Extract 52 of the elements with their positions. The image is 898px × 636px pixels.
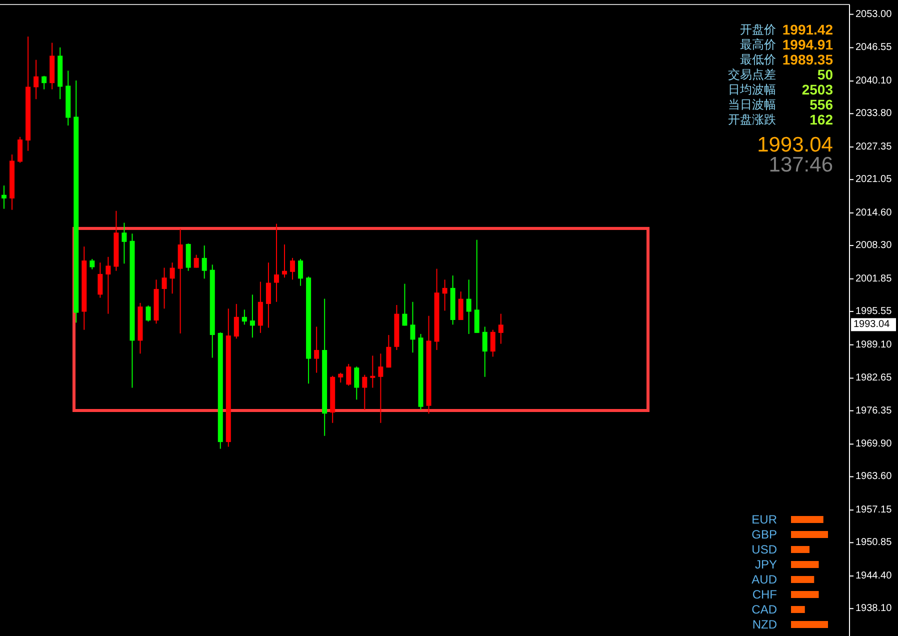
annotation: 1994.91: [782, 36, 834, 52]
y-tick-label: EUR: [752, 512, 778, 526]
y-tick-label: JPY: [754, 558, 777, 572]
annotation: 2503: [802, 82, 834, 98]
annotation: 1991.42: [782, 22, 834, 38]
y-tick-label: GBP: [752, 528, 777, 542]
y-tick-label: 2033.80: [856, 108, 892, 120]
annotation: 50: [817, 66, 834, 82]
y-tick-label: 1976.35: [856, 405, 892, 416]
y-tick-label: AUD: [752, 572, 778, 586]
bar: [791, 576, 814, 583]
annotation: 最低价: [740, 52, 776, 66]
annotation: 开盘涨跌: [728, 112, 776, 126]
annotation: 556: [810, 96, 834, 112]
y-tick-label: CHF: [752, 588, 777, 602]
y-tick-label: 1989.10: [856, 339, 892, 350]
y-tick-label: NZD: [752, 618, 778, 632]
y-tick-label: 2014.60: [856, 207, 892, 218]
y-tick-label: USD: [752, 542, 778, 556]
y-tick-label: 2008.30: [856, 240, 892, 252]
text: 1993.04: [854, 319, 890, 330]
y-tick-label: 2027.35: [856, 141, 892, 152]
annotation: 开盘价: [740, 22, 776, 36]
annotation: 162: [810, 112, 834, 128]
y-tick-label: 1963.60: [856, 471, 892, 482]
bar: [791, 606, 805, 613]
y-tick-label: 1982.65: [856, 372, 892, 384]
annotation: 1993.04: [757, 134, 834, 156]
bar: [791, 531, 828, 538]
y-tick-label: 2001.85: [856, 273, 892, 284]
y-tick-label: 1938.10: [856, 603, 892, 614]
y-tick-label: 2053.00: [856, 8, 892, 20]
y-tick-label: 1957.15: [856, 504, 892, 516]
y-tick-label: 1944.40: [856, 570, 892, 582]
annotation: 137:46: [768, 154, 833, 176]
bar: [791, 561, 819, 568]
annotation: 最高价: [740, 38, 776, 52]
annotation: 交易点差: [728, 68, 776, 82]
annotation: 当日波幅: [728, 98, 776, 112]
bar: [791, 591, 819, 598]
y-tick-label: 1969.90: [856, 438, 892, 450]
y-tick-label: 2046.55: [856, 42, 892, 54]
bar: [791, 546, 810, 553]
bar: [791, 516, 824, 523]
y-tick-label: 2021.05: [856, 174, 892, 186]
y-tick-label: CAD: [752, 602, 778, 616]
y-tick-label: 2040.10: [856, 76, 892, 87]
annotation: 1989.35: [782, 52, 834, 68]
annotation: 日均波幅: [728, 82, 776, 96]
y-tick-label: 1950.85: [856, 537, 892, 548]
y-tick-label: 1995.55: [856, 306, 892, 317]
bar: [791, 621, 828, 628]
